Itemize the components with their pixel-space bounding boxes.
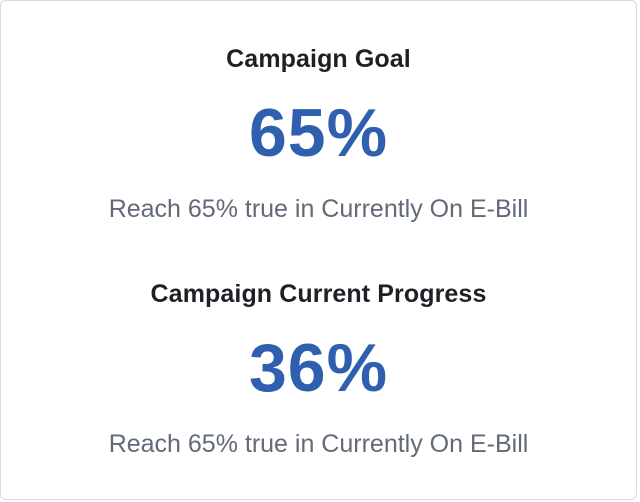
campaign-goal-section: Campaign Goal 65% Reach 65% true in Curr… xyxy=(1,44,636,224)
campaign-goal-value: 65% xyxy=(248,95,389,171)
campaign-progress-heading: Campaign Current Progress xyxy=(150,280,487,308)
campaign-progress-section: Campaign Current Progress 36% Reach 65% … xyxy=(1,279,636,459)
campaign-progress-value: 36% xyxy=(248,330,389,406)
campaign-progress-description: Reach 65% true in Currently On E-Bill xyxy=(108,430,529,458)
campaign-goal-heading: Campaign Goal xyxy=(226,45,411,73)
campaign-goal-description: Reach 65% true in Currently On E-Bill xyxy=(108,195,529,223)
